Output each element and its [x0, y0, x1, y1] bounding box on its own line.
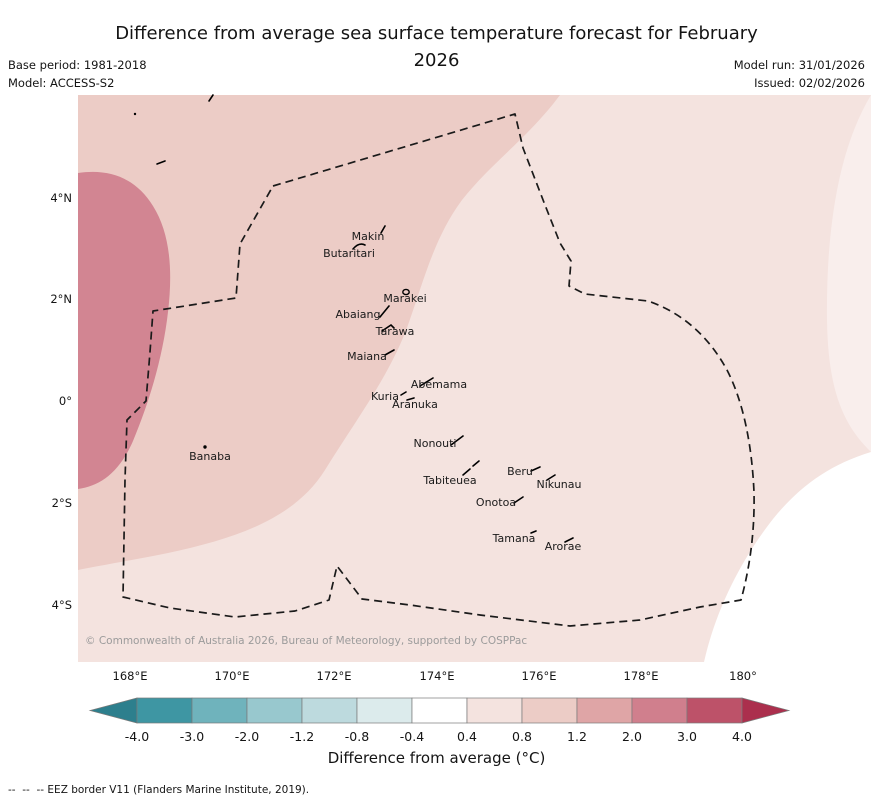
model-meta-right: Model run: 31/01/2026 Issued: 02/02/2026: [734, 56, 865, 92]
island-label: Arorae: [545, 540, 582, 553]
lat-tick-label: 4°S: [52, 598, 72, 612]
colorbar-tick-label: 3.0: [677, 729, 697, 744]
island-label: Tabiteuea: [422, 474, 476, 487]
model-meta-left: Base period: 1981-2018 Model: ACCESS-S2: [8, 56, 147, 92]
colorbar-tick-label: -4.0: [125, 729, 149, 744]
colorbar-tick-label: -0.4: [400, 729, 424, 744]
island-mark-marakei: [402, 288, 410, 296]
eez-border-path: [122, 113, 755, 627]
island-mark-nonouti: [450, 435, 464, 446]
island-mark-nikunau: [546, 474, 556, 481]
colorbar-segment: [246, 697, 303, 724]
island-label: Abemama: [411, 378, 467, 391]
lat-tick-label: 2°N: [50, 292, 72, 306]
page-title: Difference from average sea surface temp…: [0, 20, 873, 74]
longitude-axis: 168°E 170°E 172°E 174°E 176°E 178°E 180°: [113, 669, 757, 683]
colorbar-tick-label: 0.8: [512, 729, 532, 744]
region-neutral-anomaly: [704, 452, 871, 662]
island-label: Nikunau: [537, 478, 582, 491]
island-mark-butaritari: [352, 243, 366, 250]
colorbar-segment: [301, 697, 358, 724]
island-marks: [133, 94, 574, 543]
base-period-label: Base period: 1981-2018: [8, 58, 147, 72]
colorbar: -4.0 -3.0 -2.0 -1.2 -0.8 -0.4 0.4 0.8 1.…: [88, 697, 791, 744]
sst-anomaly-field: [78, 95, 871, 662]
colorbar-tick-label: 2.0: [622, 729, 642, 744]
island-label: Maiana: [347, 350, 387, 363]
island-mark-tabiteuea: [462, 460, 480, 476]
island-mark-tamana: [530, 530, 537, 534]
colorbar-left-arrow: [88, 697, 138, 724]
island-mark-unnamed-3: [208, 94, 214, 102]
island-labels: Makin Butaritari Marakei Abaiang Tarawa …: [189, 230, 581, 553]
island-label: Tarawa: [375, 325, 415, 338]
island-label: Marakei: [383, 292, 426, 305]
colorbar-tick-label: -2.0: [235, 729, 259, 744]
island-label: Makin: [352, 230, 385, 243]
lat-tick-label: 2°S: [52, 496, 72, 510]
island-mark-onotoa: [513, 496, 524, 504]
island-label: Banaba: [189, 450, 231, 463]
island-mark-makin: [380, 225, 386, 234]
island-label: Nonouti: [413, 437, 456, 450]
colorbar-segment: [576, 697, 633, 724]
model-run-label: Model run: 31/01/2026: [733, 58, 865, 72]
island-label: Kuria: [371, 390, 399, 403]
lon-tick-label: 180°: [729, 669, 757, 683]
colorbar-caption: Difference from average (°C): [327, 749, 546, 767]
island-mark-unnamed-1: [133, 112, 137, 116]
lon-tick-label: 170°E: [215, 669, 250, 683]
colorbar-segment: [356, 697, 413, 724]
island-label: Butaritari: [323, 247, 375, 260]
island-label: Aranuka: [392, 398, 438, 411]
colorbar-segment: [521, 697, 578, 724]
island-mark-kuria: [400, 391, 407, 396]
copyright-notice: © Commonwealth of Australia 2026, Bureau…: [85, 635, 527, 647]
lon-tick-label: 172°E: [317, 669, 352, 683]
page-title-text: Difference from average sea surface temp…: [115, 23, 758, 71]
region-medium-anomaly: [78, 95, 560, 570]
region-pale-anomaly: [826, 95, 871, 452]
lat-tick-label: 0°: [59, 394, 72, 408]
colorbar-tick-label: -3.0: [180, 729, 204, 744]
colorbar-segment: [686, 697, 743, 724]
colorbar-tick-label: 1.2: [567, 729, 587, 744]
colorbar-segment: [631, 697, 688, 724]
colorbar-tick-label: 0.4: [457, 729, 477, 744]
island-mark-tarawa: [381, 323, 395, 332]
colorbar-segment: [191, 697, 248, 724]
lon-tick-label: 174°E: [420, 669, 455, 683]
eez-border-note: -- -- -- EEZ border V11 (Flanders Marine…: [8, 784, 310, 796]
latitude-axis: 4°N 2°N 0° 2°S 4°S: [50, 191, 72, 612]
island-mark-abemama: [419, 377, 434, 387]
colorbar-segment: [411, 697, 468, 724]
colorbar-tick-label: 4.0: [732, 729, 752, 744]
lon-tick-label: 178°E: [624, 669, 659, 683]
lat-tick-label: 4°N: [50, 191, 72, 205]
model-label: Model: ACCESS-S2: [8, 76, 115, 90]
region-strong-anomaly: [78, 171, 171, 489]
colorbar-segment: [136, 697, 193, 724]
island-mark-arorae: [564, 537, 574, 543]
island-mark-aranuka: [406, 397, 415, 401]
colorbar-right-arrow: [741, 697, 791, 724]
issued-label: Issued: 02/02/2026: [754, 76, 865, 90]
island-label: Onotoa: [476, 496, 516, 509]
island-label: Abaiang: [336, 308, 381, 321]
island-label: Beru: [507, 465, 533, 478]
island-mark-banaba: [203, 445, 207, 449]
lon-tick-label: 168°E: [113, 669, 148, 683]
island-mark-abaiang: [379, 305, 390, 318]
island-mark-maiana: [384, 349, 395, 356]
island-label: Tamana: [492, 532, 536, 545]
lon-tick-label: 176°E: [522, 669, 557, 683]
island-mark-unnamed-2: [156, 160, 166, 165]
island-mark-beru: [530, 466, 541, 472]
colorbar-segment: [466, 697, 523, 724]
colorbar-tick-label: -1.2: [290, 729, 314, 744]
colorbar-tick-label: -0.8: [345, 729, 369, 744]
